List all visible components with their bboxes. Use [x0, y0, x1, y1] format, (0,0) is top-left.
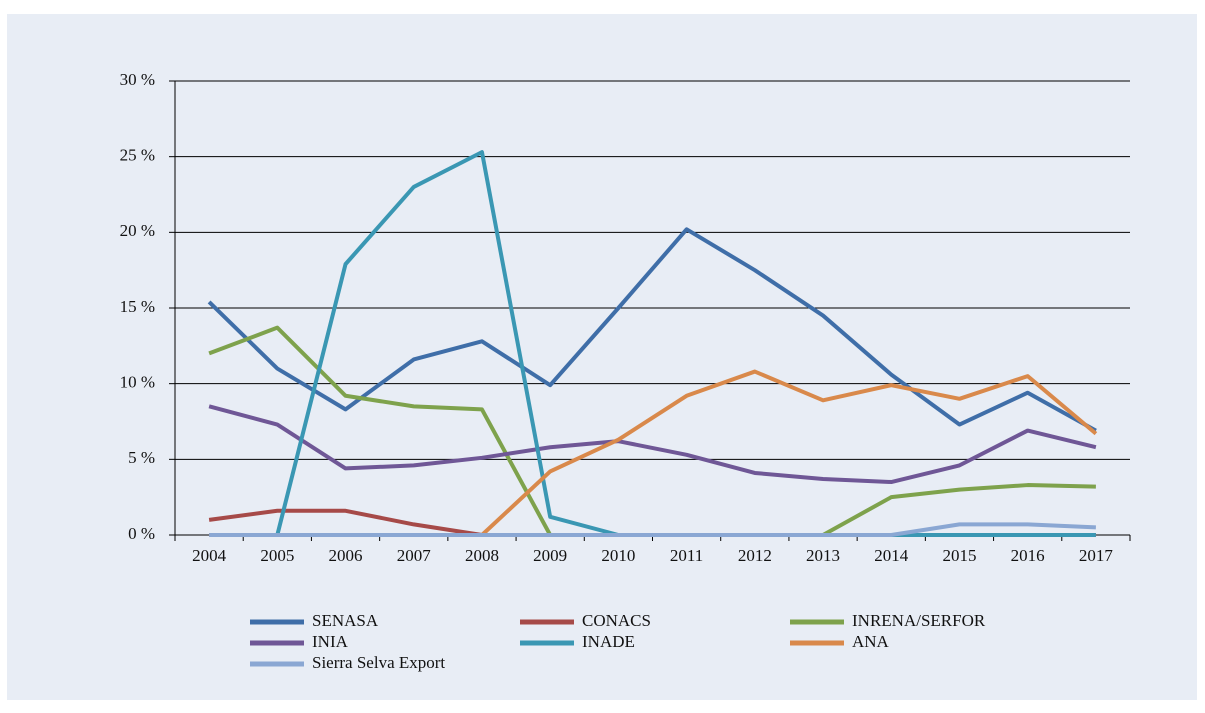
x-tick-label: 2009 — [533, 546, 567, 565]
legend-label: INRENA/SERFOR — [852, 611, 986, 630]
x-tick-label: 2005 — [260, 546, 294, 565]
y-tick-label: 0 % — [128, 524, 155, 543]
x-tick-label: 2011 — [670, 546, 703, 565]
x-tick-label: 2013 — [806, 546, 840, 565]
y-tick-label: 10 % — [120, 373, 155, 392]
legend-label: CONACS — [582, 611, 651, 630]
series-line — [209, 522, 1096, 537]
x-tick-label: 2014 — [874, 546, 909, 565]
chart-background — [7, 14, 1197, 700]
legend-label: Sierra Selva Export — [312, 653, 445, 672]
y-tick-label: 30 % — [120, 70, 155, 89]
x-tick-label: 2007 — [397, 546, 432, 565]
x-tick-label: 2010 — [601, 546, 635, 565]
series-line — [207, 227, 1097, 433]
x-tick-label: 2008 — [465, 546, 499, 565]
y-tick-label: 15 % — [120, 297, 155, 316]
x-tick-label: 2015 — [942, 546, 976, 565]
x-tick-label: 2006 — [329, 546, 363, 565]
x-tick-label: 2017 — [1079, 546, 1114, 565]
series-line — [208, 404, 1097, 485]
x-tick-label: 2016 — [1011, 546, 1045, 565]
legend-label: SENASA — [312, 611, 379, 630]
y-tick-label: 20 % — [120, 221, 155, 240]
legend-label: INIA — [312, 632, 349, 651]
x-tick-label: 2012 — [738, 546, 772, 565]
legend-label: ANA — [852, 632, 890, 651]
legend-label: INADE — [582, 632, 635, 651]
x-tick-label: 2004 — [192, 546, 227, 565]
y-tick-label: 5 % — [128, 448, 155, 467]
y-tick-label: 25 % — [120, 146, 155, 165]
